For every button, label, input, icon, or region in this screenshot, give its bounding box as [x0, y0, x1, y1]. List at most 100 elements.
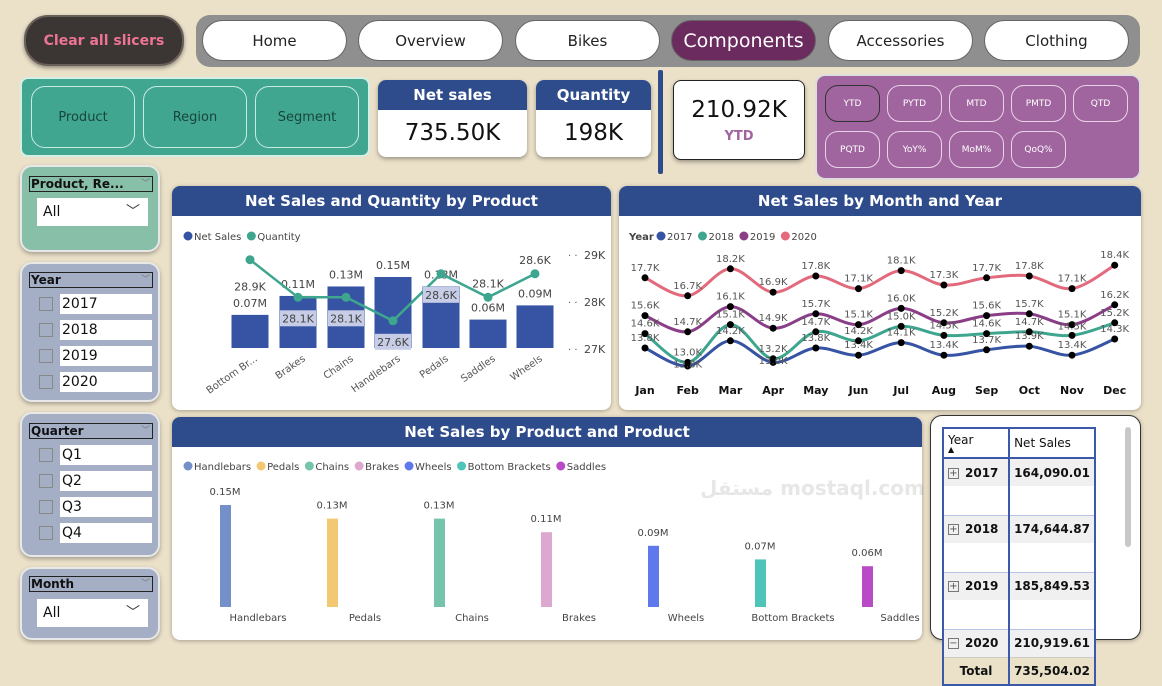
- product-dropdown[interactable]: All ﹀: [37, 198, 148, 226]
- filter-region-button[interactable]: Region: [143, 86, 247, 148]
- chevron-down-icon: ﹀: [140, 179, 150, 189]
- checkbox[interactable]: [39, 474, 53, 488]
- quantity-point: [293, 292, 303, 302]
- x-tick-label: Pedals: [349, 613, 381, 624]
- filter-product-button[interactable]: Product: [31, 86, 135, 148]
- filter-segment-button[interactable]: Segment: [255, 86, 359, 148]
- data-point: [726, 265, 734, 273]
- time-button-ytd[interactable]: YTD: [825, 85, 880, 122]
- data-label: 15.1K: [844, 310, 873, 321]
- data-label: 13.7K: [972, 335, 1001, 346]
- month-slicer: Month ﹀ All ﹀: [20, 567, 160, 640]
- scrollbar[interactable]: [1125, 427, 1131, 547]
- x-tick-label: Chains: [322, 353, 356, 381]
- checkbox[interactable]: [39, 297, 53, 311]
- time-button-qtd[interactable]: QTD: [1073, 85, 1128, 122]
- bar-data-label: 0.09M: [518, 287, 552, 300]
- x-tick-label: Wheels: [508, 353, 544, 383]
- nav-clothing[interactable]: Clothing: [984, 20, 1129, 61]
- label-background: [328, 310, 364, 327]
- data-label: 14.6K: [972, 319, 1001, 330]
- checkbox[interactable]: [39, 375, 53, 389]
- data-label: 13.9K: [1015, 331, 1044, 342]
- total-value: 735,504.02: [1009, 656, 1095, 685]
- data-point: [897, 267, 905, 275]
- matrix-row: −2020 210,919.61: [943, 628, 1095, 657]
- expand-icon[interactable]: +: [948, 467, 959, 479]
- chevron-down-icon: ﹀: [126, 605, 140, 621]
- time-button-pytd[interactable]: PYTD: [887, 85, 942, 122]
- collapse-icon[interactable]: −: [948, 638, 959, 649]
- x-tick-label: Saddles: [459, 353, 498, 385]
- x-tick-label: Handlebars: [350, 353, 403, 395]
- legend-marker: [697, 231, 707, 241]
- net-sales-column-header[interactable]: Net Sales: [1009, 428, 1095, 459]
- nav-accessories[interactable]: Accessories: [828, 20, 973, 61]
- checkbox[interactable]: [39, 448, 53, 462]
- time-button-yoy-pct[interactable]: YoY%: [887, 131, 942, 168]
- data-label: 15.2K: [929, 308, 958, 319]
- legend-label: Handlebars: [194, 462, 251, 473]
- data-label: 16.9K: [759, 277, 788, 288]
- y2-tick-label: 27K: [584, 343, 606, 356]
- time-button-pqtd[interactable]: PQTD: [825, 131, 880, 168]
- quantity-label: Quantity: [536, 80, 651, 110]
- bar-data-label: 0.15M: [210, 487, 241, 498]
- data-label: 13.4K: [929, 340, 958, 351]
- quantity-data-label: 28.1K: [330, 312, 362, 325]
- clear-all-slicers-button[interactable]: Clear all slicers: [24, 15, 184, 66]
- quantity-data-label: 28.1K: [472, 277, 504, 290]
- nav-home[interactable]: Home: [202, 20, 347, 61]
- expand-icon[interactable]: +: [948, 524, 959, 536]
- year-cell[interactable]: −2020: [943, 628, 1011, 657]
- nav-overview[interactable]: Overview: [358, 20, 503, 61]
- time-button-mom-pct[interactable]: MoM%: [949, 131, 1004, 168]
- data-point: [1025, 272, 1033, 280]
- year-column-header[interactable]: Year ▲: [943, 428, 1011, 459]
- chart-title: Net Sales by Product and Product: [172, 417, 922, 447]
- data-point: [684, 328, 692, 336]
- y2-tick-label: 28K: [584, 296, 606, 309]
- nav-bikes[interactable]: Bikes: [515, 20, 660, 61]
- data-label: 14.7K: [801, 317, 830, 328]
- sort-ascending-icon[interactable]: ▲: [948, 445, 955, 454]
- year-cell[interactable]: +2017: [943, 457, 1011, 486]
- month-slicer-title: Month ﹀: [29, 576, 153, 592]
- value-cell: 164,090.01: [1009, 457, 1095, 486]
- checkbox[interactable]: [39, 323, 53, 337]
- label-background: [423, 286, 459, 303]
- data-point: [726, 303, 734, 311]
- time-button-mtd[interactable]: MTD: [949, 85, 1004, 122]
- bar: [434, 518, 445, 607]
- month-dropdown[interactable]: All ﹀: [37, 599, 148, 627]
- year-cell[interactable]: +2018: [943, 514, 1011, 543]
- x-tick-label: Sep: [975, 384, 998, 397]
- bar: [220, 505, 231, 607]
- year-cell[interactable]: +2019: [943, 571, 1011, 600]
- x-tick-label: Brakes: [274, 353, 308, 381]
- data-point: [1068, 331, 1076, 339]
- matrix-table: Year ▲ Net Sales +2017 164,090.01 +2018 174,64…: [942, 427, 1096, 686]
- data-point: [769, 324, 777, 332]
- legend-label: Bottom Brackets: [468, 462, 551, 473]
- product-slicer-title: Product, Re... ﹀: [29, 176, 153, 192]
- checkbox[interactable]: [39, 500, 53, 514]
- page-navigation: [196, 15, 1140, 67]
- data-label: 14.5K: [929, 320, 958, 331]
- x-tick-label: Jan: [634, 384, 654, 397]
- time-button-pmtd[interactable]: PMTD: [1011, 85, 1066, 122]
- data-label: 15.7K: [801, 299, 830, 310]
- checkbox[interactable]: [39, 349, 53, 363]
- data-point: [1111, 261, 1119, 269]
- quantity-data-label: 27.6K: [377, 336, 409, 349]
- quantity-point: [530, 269, 540, 279]
- checkbox[interactable]: [39, 526, 53, 540]
- nav-components[interactable]: Components: [671, 20, 816, 61]
- expand-icon[interactable]: +: [948, 581, 959, 593]
- chevron-down-icon: ﹀: [140, 426, 150, 436]
- data-label: 13.4K: [844, 340, 873, 351]
- series-line-2017: [644, 337, 1116, 368]
- time-button-qoq-pct[interactable]: QoQ%: [1011, 131, 1066, 168]
- data-point: [855, 337, 862, 345]
- legend-marker: [304, 461, 314, 471]
